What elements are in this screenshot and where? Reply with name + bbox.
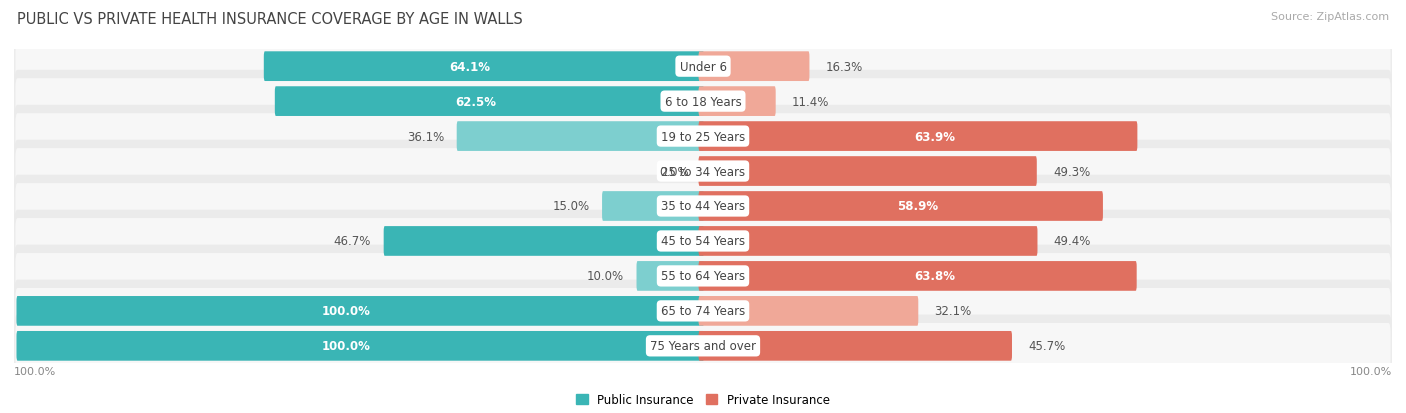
FancyBboxPatch shape — [384, 227, 704, 256]
FancyBboxPatch shape — [15, 44, 1391, 90]
Text: 15.0%: 15.0% — [553, 200, 589, 213]
Text: 11.4%: 11.4% — [792, 95, 830, 108]
Text: 0.0%: 0.0% — [659, 165, 689, 178]
FancyBboxPatch shape — [15, 254, 1391, 299]
FancyBboxPatch shape — [15, 218, 1391, 264]
Text: 32.1%: 32.1% — [935, 305, 972, 318]
FancyBboxPatch shape — [14, 175, 1392, 238]
FancyBboxPatch shape — [15, 184, 1391, 229]
Text: 25 to 34 Years: 25 to 34 Years — [661, 165, 745, 178]
FancyBboxPatch shape — [14, 245, 1392, 307]
FancyBboxPatch shape — [14, 280, 1392, 342]
FancyBboxPatch shape — [14, 140, 1392, 203]
Text: 100.0%: 100.0% — [14, 366, 56, 376]
FancyBboxPatch shape — [15, 114, 1391, 159]
Text: PUBLIC VS PRIVATE HEALTH INSURANCE COVERAGE BY AGE IN WALLS: PUBLIC VS PRIVATE HEALTH INSURANCE COVER… — [17, 12, 523, 27]
FancyBboxPatch shape — [602, 192, 704, 221]
Text: 19 to 25 Years: 19 to 25 Years — [661, 130, 745, 143]
Text: 100.0%: 100.0% — [322, 339, 371, 352]
FancyBboxPatch shape — [14, 315, 1392, 377]
Text: Source: ZipAtlas.com: Source: ZipAtlas.com — [1271, 12, 1389, 22]
FancyBboxPatch shape — [457, 122, 704, 152]
FancyBboxPatch shape — [17, 296, 704, 326]
FancyBboxPatch shape — [274, 87, 704, 117]
Text: 65 to 74 Years: 65 to 74 Years — [661, 305, 745, 318]
FancyBboxPatch shape — [14, 36, 1392, 98]
FancyBboxPatch shape — [699, 122, 1137, 152]
FancyBboxPatch shape — [699, 296, 918, 326]
Text: 36.1%: 36.1% — [406, 130, 444, 143]
Text: 100.0%: 100.0% — [322, 305, 371, 318]
Text: 46.7%: 46.7% — [333, 235, 371, 248]
FancyBboxPatch shape — [15, 79, 1391, 125]
FancyBboxPatch shape — [699, 87, 776, 117]
FancyBboxPatch shape — [699, 331, 1012, 361]
Text: 64.1%: 64.1% — [450, 61, 491, 74]
FancyBboxPatch shape — [637, 261, 704, 291]
FancyBboxPatch shape — [14, 71, 1392, 133]
FancyBboxPatch shape — [15, 288, 1391, 334]
Text: 45.7%: 45.7% — [1028, 339, 1066, 352]
Text: 45 to 54 Years: 45 to 54 Years — [661, 235, 745, 248]
Text: 55 to 64 Years: 55 to 64 Years — [661, 270, 745, 283]
Text: 49.3%: 49.3% — [1053, 165, 1090, 178]
FancyBboxPatch shape — [699, 52, 810, 82]
FancyBboxPatch shape — [264, 52, 704, 82]
Text: 6 to 18 Years: 6 to 18 Years — [665, 95, 741, 108]
FancyBboxPatch shape — [14, 210, 1392, 273]
FancyBboxPatch shape — [17, 331, 704, 361]
FancyBboxPatch shape — [14, 106, 1392, 168]
Text: 63.8%: 63.8% — [914, 270, 955, 283]
Text: 75 Years and over: 75 Years and over — [650, 339, 756, 352]
Text: 58.9%: 58.9% — [897, 200, 939, 213]
FancyBboxPatch shape — [15, 149, 1391, 195]
FancyBboxPatch shape — [699, 192, 1102, 221]
FancyBboxPatch shape — [699, 261, 1136, 291]
FancyBboxPatch shape — [699, 227, 1038, 256]
Text: 62.5%: 62.5% — [456, 95, 496, 108]
Text: 100.0%: 100.0% — [1350, 366, 1392, 376]
Text: 49.4%: 49.4% — [1053, 235, 1091, 248]
Legend: Public Insurance, Private Insurance: Public Insurance, Private Insurance — [571, 389, 835, 411]
Text: Under 6: Under 6 — [679, 61, 727, 74]
Text: 10.0%: 10.0% — [586, 270, 624, 283]
FancyBboxPatch shape — [15, 323, 1391, 369]
Text: 16.3%: 16.3% — [825, 61, 863, 74]
Text: 63.9%: 63.9% — [915, 130, 956, 143]
FancyBboxPatch shape — [699, 157, 1036, 186]
Text: 35 to 44 Years: 35 to 44 Years — [661, 200, 745, 213]
